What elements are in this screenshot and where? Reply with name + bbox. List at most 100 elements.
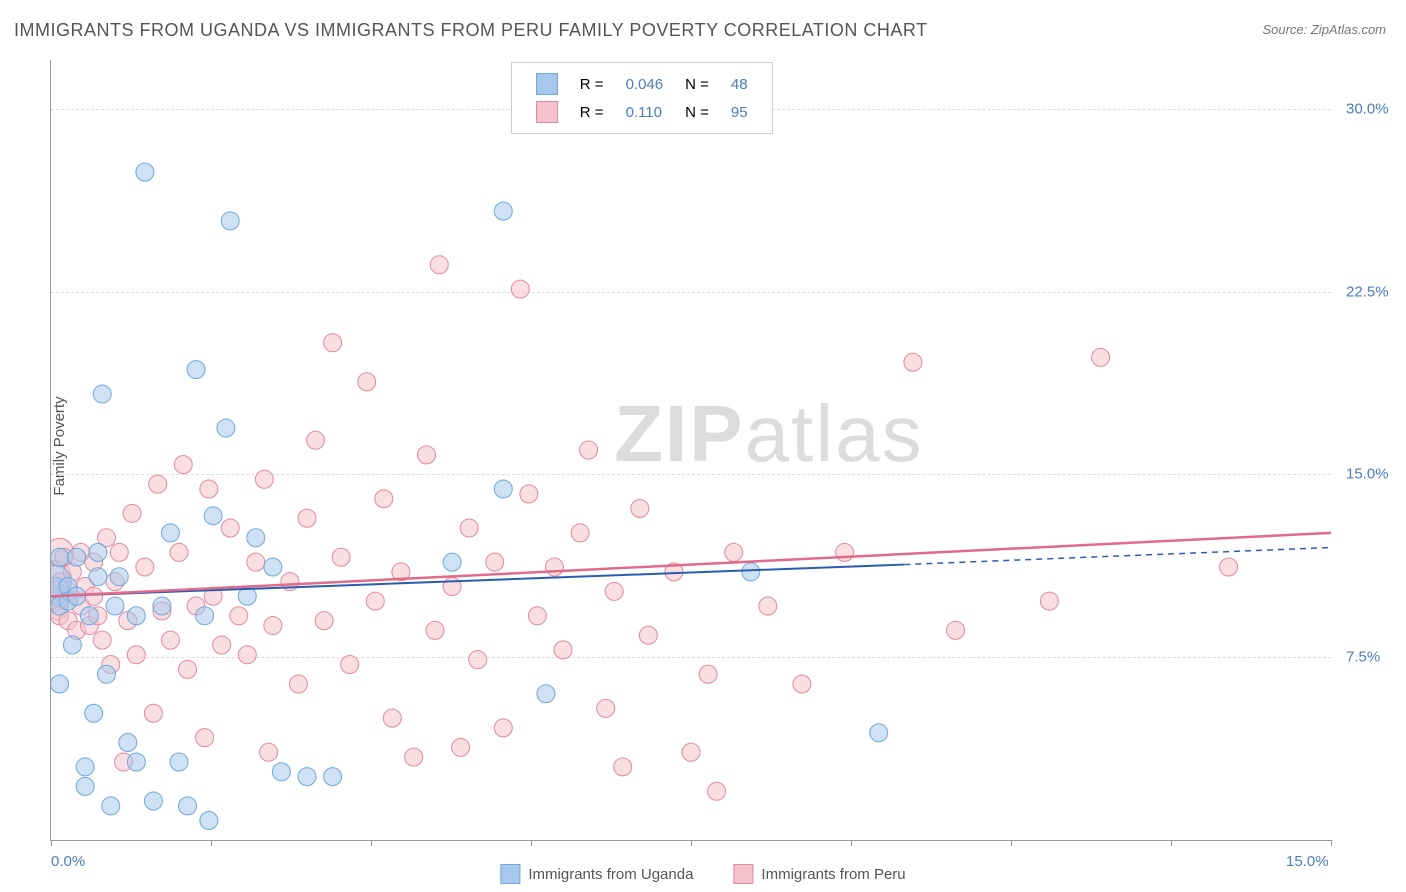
data-point [97,665,115,683]
data-point [260,743,278,761]
r-label: R = [570,99,614,125]
data-point [200,480,218,498]
x-tick [211,840,212,846]
data-point [247,553,265,571]
data-point [904,353,922,371]
data-point [597,699,615,717]
data-point [110,568,128,586]
r-value: 0.046 [616,71,674,97]
data-point [221,519,239,537]
data-point [264,617,282,635]
data-point [123,504,141,522]
data-point [127,607,145,625]
data-point [699,665,717,683]
x-tick [531,840,532,846]
y-tick-label: 15.0% [1346,466,1406,483]
data-point [76,758,94,776]
legend-row: R =0.046N =48 [526,71,758,97]
y-tick-label: 22.5% [1346,283,1406,300]
r-value: 0.110 [616,99,674,125]
legend-swatch [733,864,753,884]
data-point [545,558,563,576]
data-point [443,553,461,571]
data-point [332,548,350,566]
data-point [217,419,235,437]
data-point [511,280,529,298]
data-point [631,500,649,518]
data-point [383,709,401,727]
data-point [144,792,162,810]
data-point [554,641,572,659]
data-point [76,777,94,795]
data-point [289,675,307,693]
data-point [179,797,197,815]
legend-swatch [536,101,558,123]
x-tick-label: 0.0% [51,853,85,870]
data-point [494,719,512,737]
legend-swatch [536,73,558,95]
legend-swatch [500,864,520,884]
data-point [272,763,290,781]
data-point [102,797,120,815]
data-point [742,563,760,581]
data-point [221,212,239,230]
data-point [179,660,197,678]
data-point [230,607,248,625]
data-point [51,675,69,693]
x-tick [1171,840,1172,846]
data-point [187,361,205,379]
data-point [161,524,179,542]
x-tick [691,840,692,846]
data-point [161,631,179,649]
x-tick [371,840,372,846]
data-point [366,592,384,610]
data-point [136,558,154,576]
x-tick [51,840,52,846]
source-label: Source: ZipAtlas.com [1262,22,1386,37]
data-point [571,524,589,542]
data-point [1040,592,1058,610]
data-point [63,636,81,654]
data-point [174,456,192,474]
data-point [947,621,965,639]
n-label: N = [675,99,719,125]
data-point [870,724,888,742]
top-legend: R =0.046N =48R =0.110N =95 [511,62,773,134]
data-point [315,612,333,630]
data-point [537,685,555,703]
data-point [93,631,111,649]
data-point [89,543,107,561]
legend-label: Immigrants from Peru [761,866,905,883]
data-point [127,646,145,664]
data-point [255,470,273,488]
data-point [153,597,171,615]
data-point [639,626,657,644]
data-point [605,582,623,600]
data-point [247,529,265,547]
x-tick [1331,840,1332,846]
data-point [430,256,448,274]
data-point [469,651,487,669]
data-point [759,597,777,615]
data-point [460,519,478,537]
scatter-svg [51,60,1331,840]
y-tick-label: 30.0% [1346,100,1406,117]
data-point [1220,558,1238,576]
data-point [298,768,316,786]
data-point [106,597,124,615]
trend-line [51,533,1331,596]
data-point [149,475,167,493]
data-point [341,656,359,674]
data-point [204,507,222,525]
trend-line [51,565,904,597]
data-point [80,607,98,625]
data-point [127,753,145,771]
legend-label: Immigrants from Uganda [528,866,693,883]
x-tick-label: 15.0% [1286,853,1329,870]
data-point [170,753,188,771]
data-point [85,587,103,605]
data-point [196,729,214,747]
n-label: N = [675,71,719,97]
x-tick [851,840,852,846]
data-point [793,675,811,693]
